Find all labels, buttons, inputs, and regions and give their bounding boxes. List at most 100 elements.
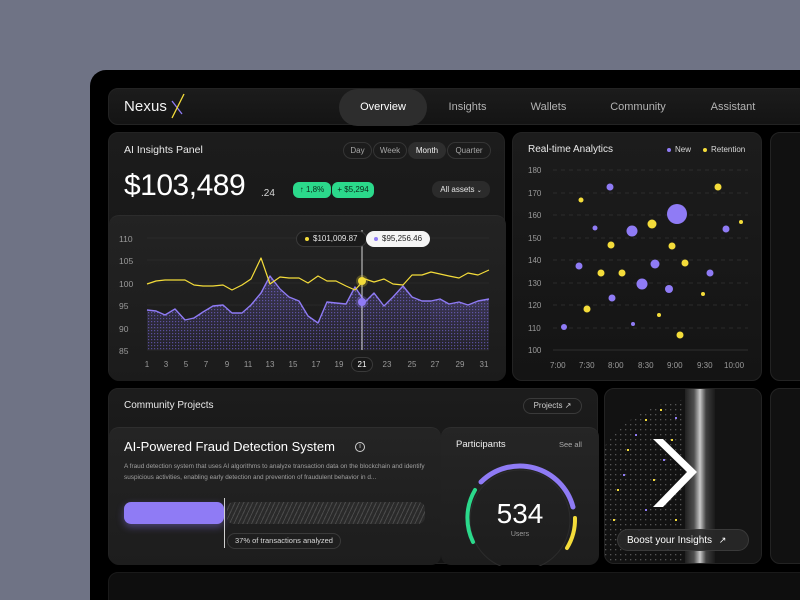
x-axis-label: 1 <box>144 360 150 369</box>
participants-gauge <box>465 463 578 566</box>
panel-title: AI Insights Panel <box>124 144 203 156</box>
side-panel-top <box>770 132 800 381</box>
community-projects-panel: Community Projects Projects ↗ AI-Powered… <box>108 388 599 566</box>
bottom-panel <box>108 572 800 600</box>
x-axis-label: 3 <box>163 360 169 369</box>
progress-marker <box>224 498 225 548</box>
assets-filter-dropdown[interactable]: All assets ⌄ <box>432 181 490 198</box>
purple-dot-icon <box>374 236 378 241</box>
x-axis-label: 8:30 <box>638 361 654 370</box>
boost-label: Boost your Insights <box>627 535 713 546</box>
y-axis-label: 140 <box>528 256 542 265</box>
purple-series-line <box>146 275 490 324</box>
x-axis-label: 5 <box>183 360 189 369</box>
yellow-highlight-point <box>358 277 366 285</box>
arrow-up-right-icon: ↗ <box>718 535 727 545</box>
x-axis-label: 7:30 <box>579 361 595 370</box>
y-axis-label: 90 <box>119 324 129 334</box>
tab-community[interactable]: Community <box>610 101 666 113</box>
balance-line-chart: 110 105 100 95 90 85 1 3 5 7 9 11 13 15 … <box>109 215 506 381</box>
panel-title: Community Projects <box>124 400 214 411</box>
realtime-analytics-panel: Real-time Analytics New Retention <box>512 132 762 381</box>
x-axis-label: 31 <box>479 360 489 369</box>
yellow-tooltip-value: $101,009.87 <box>313 234 358 243</box>
purple-tooltip-value: $95,256.46 <box>382 234 423 243</box>
legend-new: New <box>667 145 691 154</box>
projects-button[interactable]: Projects ↗ <box>523 398 582 414</box>
assets-filter-label: All assets <box>440 185 475 194</box>
y-axis-label: 180 <box>528 166 542 175</box>
app-window: Nexus Overview Insights Wallets Communit… <box>90 70 800 600</box>
top-navigation: Nexus Overview Insights Wallets Communit… <box>108 88 800 126</box>
brand-x-icon <box>171 93 185 119</box>
legend-retention: Retention <box>703 145 745 154</box>
brand-logo-text: Nexus <box>124 98 168 115</box>
x-axis-label: 13 <box>265 360 275 369</box>
side-panel-bottom <box>770 388 800 564</box>
x-axis-label: 10:00 <box>724 361 745 370</box>
balance-cents: .24 <box>261 188 275 199</box>
yellow-dot-icon <box>703 147 707 152</box>
x-axis-label: 17 <box>311 360 321 369</box>
tab-assistant[interactable]: Assistant <box>710 101 756 113</box>
y-axis-label: 150 <box>528 234 542 243</box>
yellow-series-line <box>146 257 490 291</box>
x-axis-label: 9:30 <box>697 361 713 370</box>
y-axis-label: 130 <box>528 279 542 288</box>
info-icon[interactable]: i <box>355 442 365 452</box>
progress-bar-remaining <box>227 502 425 524</box>
see-all-link[interactable]: See all <box>559 440 582 449</box>
project-description: A fraud detection system that uses AI al… <box>124 463 425 481</box>
change-amount-badge: + $5,294 <box>332 182 374 198</box>
chevron-down-icon: ⌄ <box>476 188 482 194</box>
y-axis-label: 110 <box>119 234 133 244</box>
period-day-button[interactable]: Day <box>343 142 372 159</box>
legend-retention-label: Retention <box>711 145 746 154</box>
y-axis-label: 100 <box>119 279 134 289</box>
y-axis-label: 120 <box>528 301 542 310</box>
y-axis-label: 160 <box>528 211 542 220</box>
x-axis-label: 9 <box>224 360 230 369</box>
x-axis-label: 11 <box>243 360 253 369</box>
x-axis-label-selected[interactable]: 21 <box>351 357 373 372</box>
tab-overview[interactable]: Overview <box>339 89 427 126</box>
x-axis-label: 25 <box>407 360 417 369</box>
participants-title: Participants <box>456 439 506 450</box>
project-card[interactable]: AI-Powered Fraud Detection System i A fr… <box>109 427 441 565</box>
tab-insights[interactable]: Insights <box>448 101 487 113</box>
x-axis-label: 15 <box>288 360 298 369</box>
yellow-tooltip: $101,009.87 <box>296 231 367 247</box>
dot-sphere-graphic <box>605 389 761 563</box>
y-axis-label: 110 <box>528 324 541 333</box>
x-axis-label: 8:00 <box>608 361 624 370</box>
ai-insights-panel: AI Insights Panel Day Week Month Quarter… <box>108 132 506 381</box>
x-axis-label: 23 <box>382 360 392 369</box>
x-axis-label: 9:00 <box>667 361 683 370</box>
y-axis-label: 95 <box>119 301 129 311</box>
participants-card: Participants See all 534 Users <box>441 427 599 566</box>
progress-bar-fill <box>124 502 224 524</box>
period-quarter-button[interactable]: Quarter <box>447 142 491 159</box>
tab-wallets[interactable]: Wallets <box>530 101 567 113</box>
x-axis-label: 27 <box>430 360 440 369</box>
legend-new-label: New <box>675 145 692 154</box>
period-week-button[interactable]: Week <box>373 142 407 159</box>
balance-value: $103,489 <box>124 169 246 202</box>
grid-lines <box>553 169 748 329</box>
participants-unit: Users <box>510 531 530 538</box>
y-axis-label: 85 <box>119 346 129 356</box>
bubble-chart-svg <box>553 169 748 351</box>
purple-dot-icon <box>667 147 671 152</box>
boost-insights-card[interactable]: Boost your Insights ↗ <box>604 388 762 564</box>
progress-label: 37% of transactions analyzed <box>227 533 341 549</box>
project-title: AI-Powered Fraud Detection System <box>124 439 335 454</box>
y-axis-label: 105 <box>119 256 134 266</box>
change-percent-badge: ↑ 1,8% <box>293 182 331 198</box>
x-axis-label: 19 <box>334 360 344 369</box>
y-axis-label: 170 <box>528 189 542 198</box>
new-series-bubbles <box>561 183 730 330</box>
panel-title: Real-time Analytics <box>528 144 614 155</box>
period-month-button[interactable]: Month <box>408 142 446 159</box>
boost-insights-button[interactable]: Boost your Insights ↗ <box>617 529 749 551</box>
participants-count: 534 <box>496 498 544 529</box>
